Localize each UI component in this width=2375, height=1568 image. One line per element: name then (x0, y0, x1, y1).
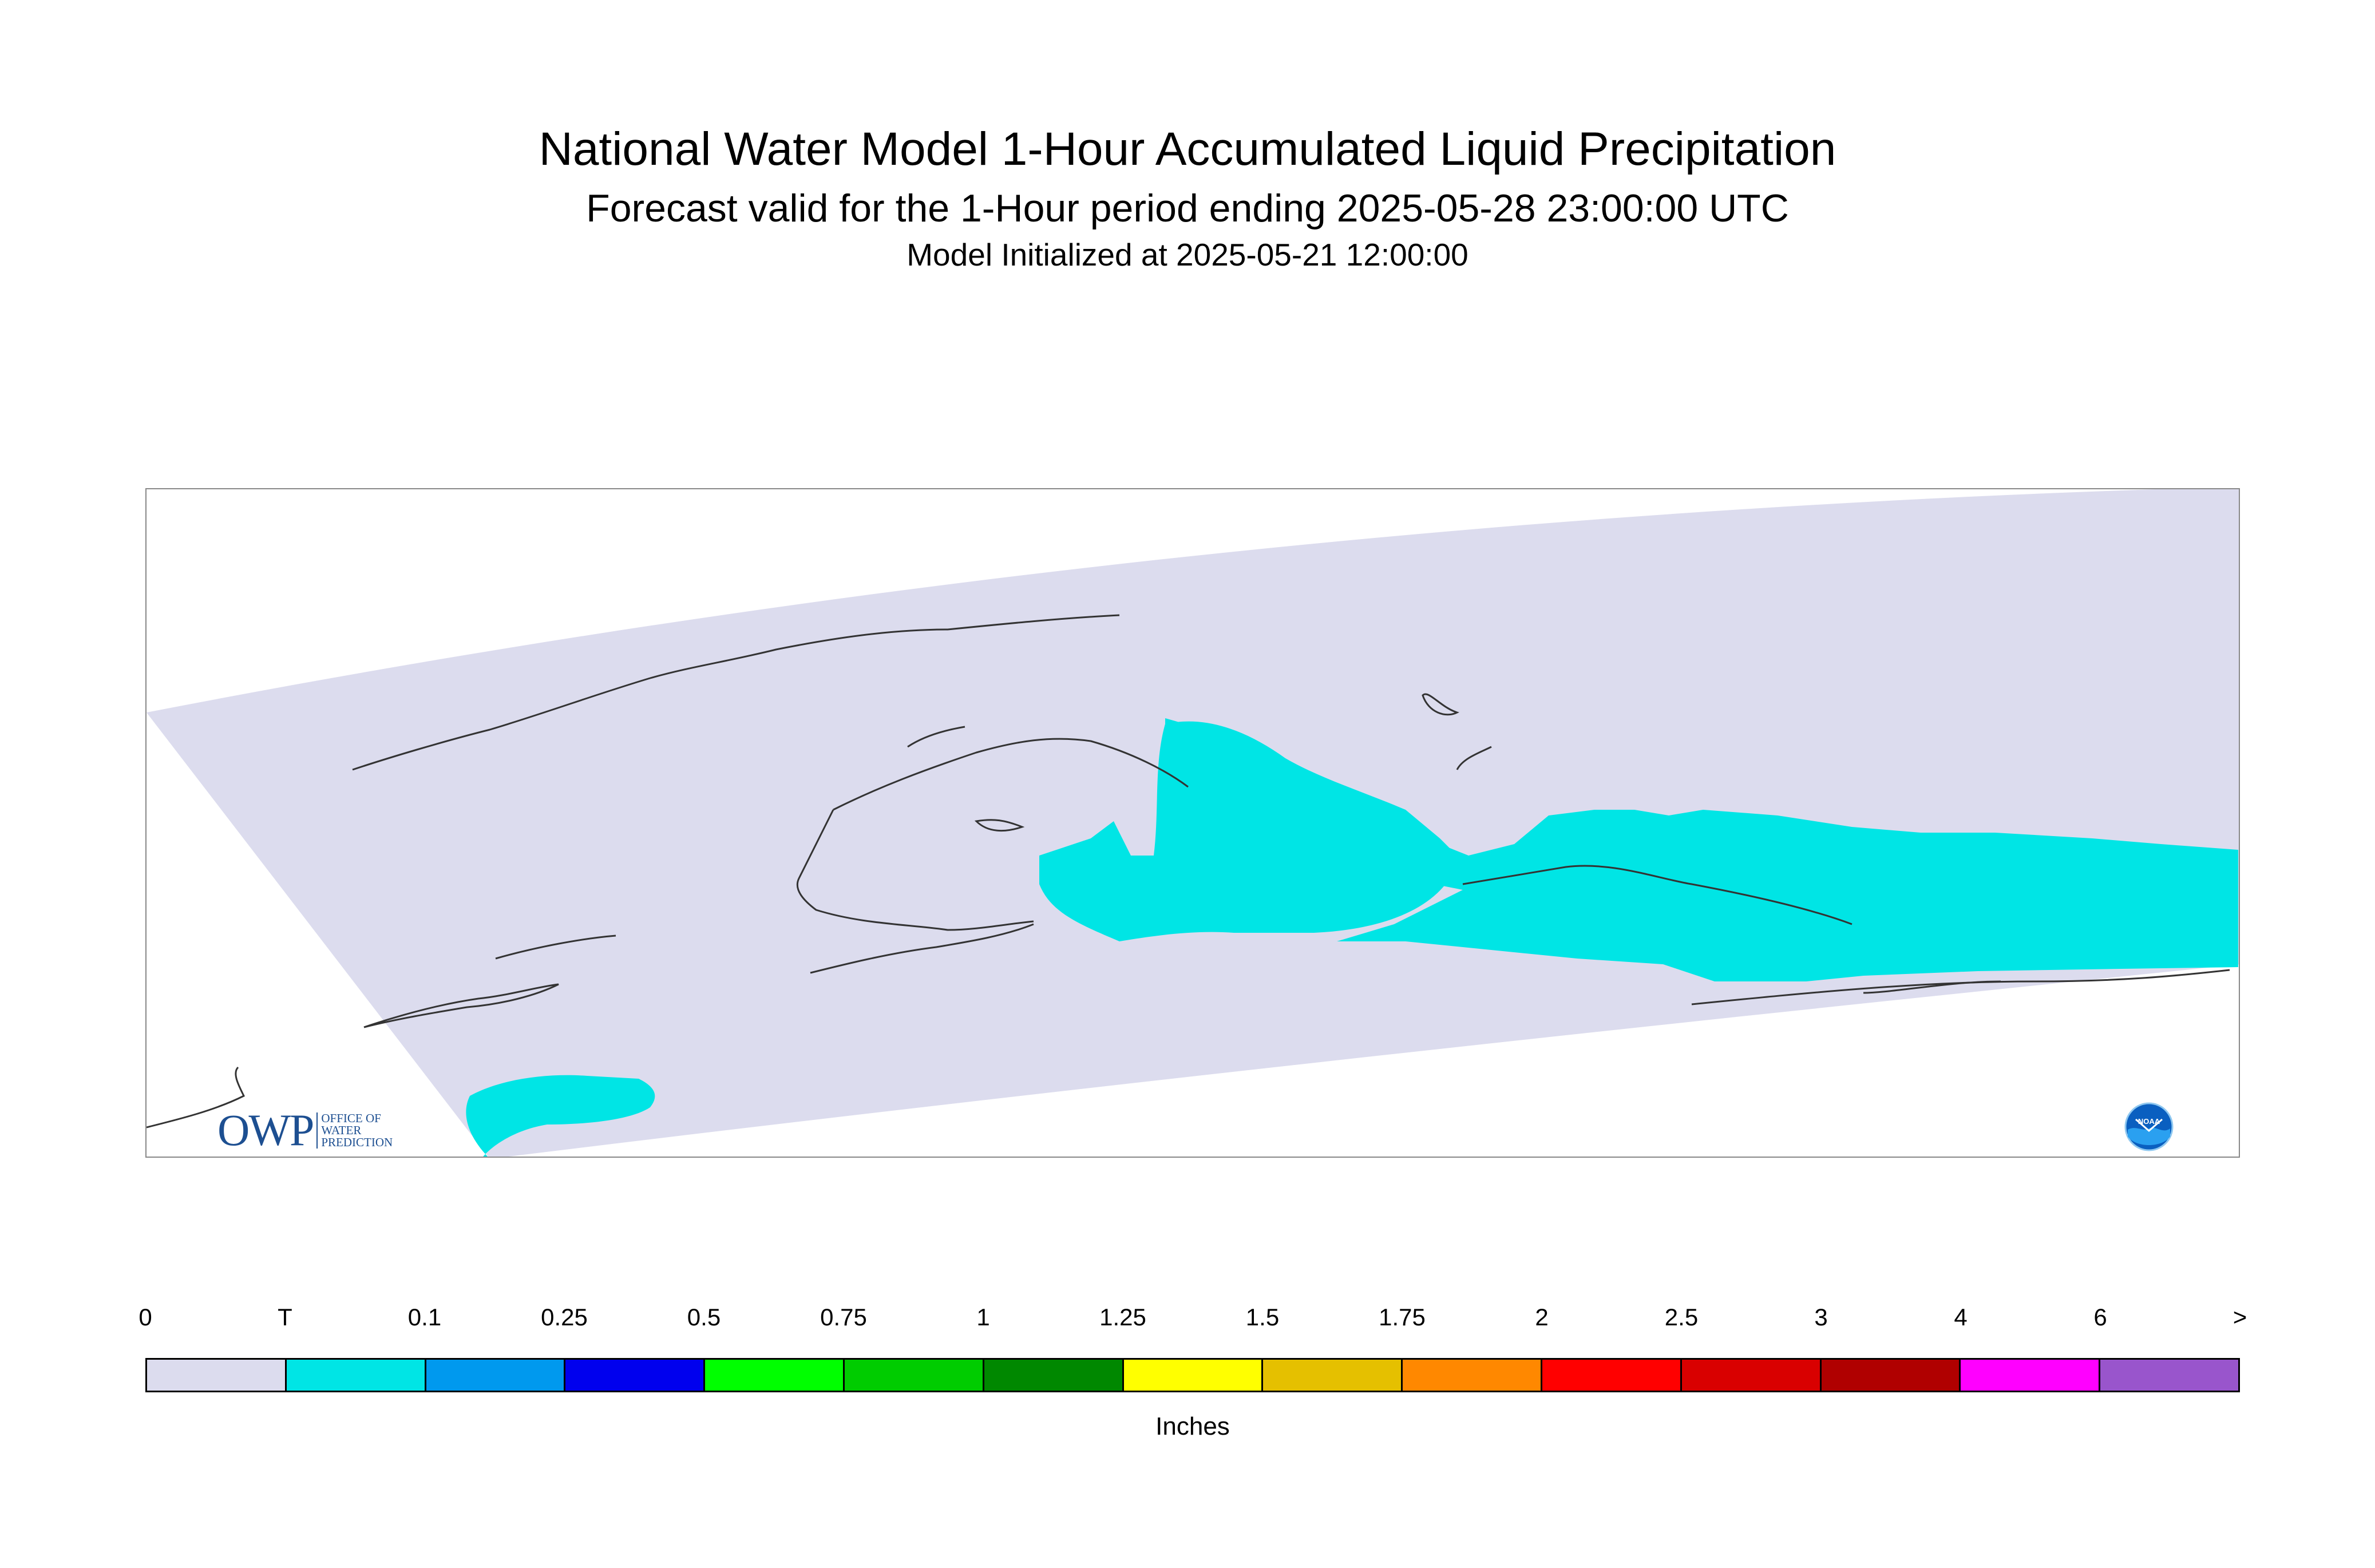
legend-tick-label: 6 (2093, 1304, 2107, 1331)
owp-line-2: WATER (321, 1123, 362, 1137)
legend-colorbar (145, 1358, 2240, 1392)
legend-swatch (1542, 1360, 1682, 1391)
legend-tick-label: 2 (1535, 1304, 1549, 1331)
precip-legend: 0 T 0.1 0.25 0.5 0.75 1 1.25 1.5 1.75 2 2.5 3 4 6 > Inc… (138, 1304, 2247, 1441)
owp-line-3: PREDICTION (321, 1135, 393, 1149)
legend-swatch (2100, 1360, 2238, 1391)
legend-tick-label: 1.75 (1379, 1304, 1426, 1331)
map-title: National Water Model 1-Hour Accumulated … (539, 123, 1836, 175)
legend-tick-label: 0.5 (687, 1304, 721, 1331)
legend-swatch (1681, 1360, 1822, 1391)
noaa-text: NOAA (2138, 1117, 2160, 1126)
legend-swatch (844, 1360, 984, 1391)
legend-swatch (147, 1360, 287, 1391)
legend-swatch (1403, 1360, 1542, 1391)
legend-tick-label: 2.5 (1664, 1304, 1699, 1331)
legend-tick-label: 3 (1814, 1304, 1828, 1331)
precip-area-southcentral-fill (1154, 721, 1463, 901)
model-init-text: Model Initialized at 2025-05-21 12:00:00 (907, 237, 1468, 272)
owp-line-1: OFFICE OF (321, 1111, 381, 1125)
legend-tick-label: > (2232, 1304, 2247, 1331)
owp-logo: OWP OFFICE OF WATER PREDICTION (217, 1102, 393, 1159)
legend-units: Inches (1155, 1412, 1230, 1440)
noaa-logo: NOAA (2124, 1102, 2174, 1151)
legend-swatch (984, 1360, 1124, 1391)
legend-swatch (426, 1360, 566, 1391)
legend-tick-label: 0.1 (407, 1304, 442, 1331)
legend-swatch (1123, 1360, 1264, 1391)
legend-swatch (286, 1360, 426, 1391)
legend-tick-label: 0 (138, 1304, 152, 1331)
coastlines (147, 614, 2230, 1129)
legend-swatch (705, 1360, 845, 1391)
map-panel (145, 488, 2240, 1158)
legend-tick-label: 4 (1954, 1304, 1968, 1331)
map-subtitle: Forecast valid for the 1-Hour period end… (586, 187, 1789, 230)
precip-area-ak-peninsula (466, 1075, 655, 1157)
legend-swatch (1263, 1360, 1403, 1391)
legend-tick-label: 1 (976, 1304, 990, 1331)
legend-swatch (565, 1360, 706, 1391)
map-canvas (147, 489, 2239, 1157)
owp-wordmark: OWP (217, 1105, 314, 1155)
legend-swatch (1821, 1360, 1961, 1391)
legend-tick-label: 0.75 (820, 1304, 867, 1331)
legend-tick-label: T (278, 1304, 292, 1331)
legend-tick-label: 1.5 (1245, 1304, 1280, 1331)
legend-tick-label: 1.25 (1099, 1304, 1146, 1331)
precip-area-southcentral (1165, 718, 2238, 981)
legend-tick-label: 0.25 (541, 1304, 588, 1331)
legend-swatch (1961, 1360, 2101, 1391)
owp-office-text: OFFICE OF WATER PREDICTION (316, 1112, 393, 1149)
